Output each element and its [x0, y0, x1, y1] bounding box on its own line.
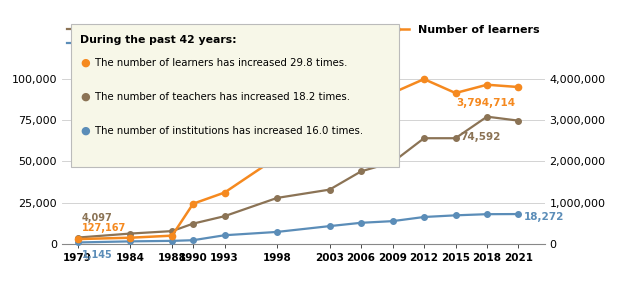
Text: During the past 42 years:: During the past 42 years:	[80, 35, 237, 45]
Text: 4,097: 4,097	[82, 213, 113, 223]
Text: 127,167: 127,167	[82, 223, 126, 233]
Text: ●: ●	[80, 126, 90, 136]
Text: The number of institutions has increased 16.0 times.: The number of institutions has increased…	[95, 126, 363, 136]
Text: ●: ●	[80, 58, 90, 68]
Text: 18,272: 18,272	[524, 212, 565, 222]
Text: The number of learners has increased 29.8 times.: The number of learners has increased 29.…	[95, 58, 347, 68]
Text: ●: ●	[80, 92, 90, 102]
Text: The number of teachers has increased 18.2 times.: The number of teachers has increased 18.…	[95, 92, 350, 102]
Text: 74,592: 74,592	[460, 132, 501, 142]
Text: 3,794,714: 3,794,714	[456, 98, 515, 108]
Text: 1,145: 1,145	[82, 250, 113, 260]
Legend: Number of learners: Number of learners	[384, 25, 539, 35]
